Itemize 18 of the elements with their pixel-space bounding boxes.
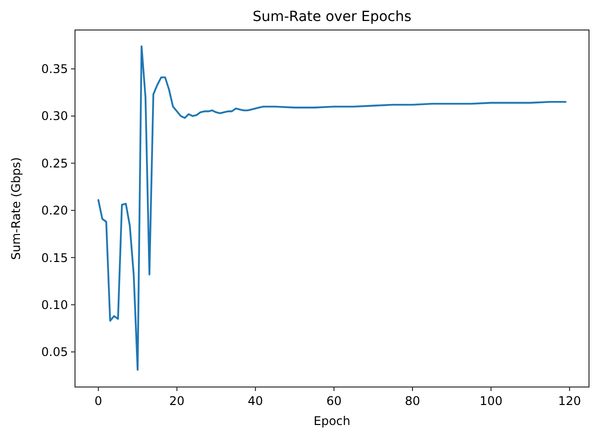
y-tick-label: 0.05 bbox=[41, 345, 68, 360]
chart-title: Sum-Rate over Epochs bbox=[252, 9, 412, 25]
x-tick-label: 40 bbox=[248, 394, 264, 408]
y-tick-label: 0.10 bbox=[41, 298, 68, 312]
x-tick-label: 60 bbox=[326, 394, 342, 408]
y-tick-label: 0.15 bbox=[41, 250, 68, 265]
y-tick-label: 0.35 bbox=[41, 62, 68, 76]
x-tick-label: 100 bbox=[480, 394, 502, 408]
x-tick-label: 120 bbox=[558, 394, 582, 408]
x-tick-label: 20 bbox=[169, 394, 185, 408]
x-axis-title: Epoch bbox=[314, 414, 350, 428]
y-tick-label: 0.30 bbox=[41, 109, 68, 124]
x-tick-label: 0 bbox=[94, 394, 102, 408]
y-tick-label: 0.25 bbox=[41, 156, 68, 170]
y-axis-title: Sum-Rate (Gbps) bbox=[9, 157, 23, 260]
y-tick-label: 0.20 bbox=[41, 204, 68, 218]
x-tick-label: 80 bbox=[404, 394, 420, 408]
line-series bbox=[97, 45, 567, 371]
